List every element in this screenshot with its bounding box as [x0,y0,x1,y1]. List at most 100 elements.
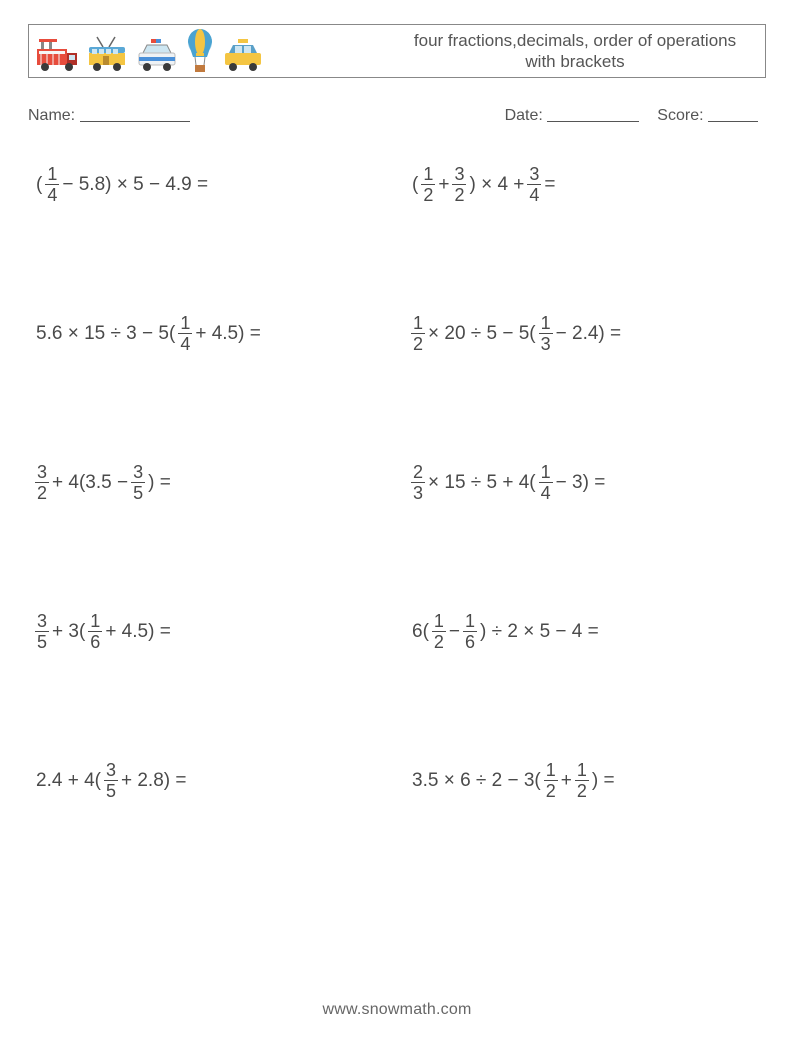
denominator: 4 [539,482,553,502]
expr-text: − [447,621,462,643]
expr-text: ) ÷ 2 × 5 − 4 = [478,621,601,643]
info-row: Name: Date: Score: [28,104,766,125]
header-box: four fractions,decimals, order of operat… [28,24,766,78]
fraction: 14 [178,314,192,353]
expr-text: ) = [590,770,617,792]
denominator: 3 [411,482,425,502]
fraction: 12 [575,761,589,800]
numerator: 1 [575,761,589,780]
denominator: 2 [544,780,558,800]
numerator: 1 [45,165,59,184]
denominator: 2 [452,184,466,204]
expr-text: + [436,174,451,196]
problems-grid: (14 − 5.8) × 5 − 4.9 =(12 + 32) × 4 + 34… [28,165,766,800]
numerator: 1 [421,165,435,184]
numerator: 1 [539,314,553,333]
numerator: 3 [527,165,541,184]
score-underline [708,106,758,122]
numerator: 1 [411,314,425,333]
problem-1: (14 − 5.8) × 5 − 4.9 = [34,165,390,204]
expr-text: × 15 ÷ 5 + 4( [426,472,538,494]
expr-text: 2.4 + 4( [34,770,103,792]
problem-5: 32 + 4(3.5 − 35) = [34,463,390,502]
numerator: 3 [35,463,49,482]
problem-7: 35 + 3(16 + 4.5) = [34,612,390,651]
denominator: 2 [432,631,446,651]
denominator: 2 [421,184,435,204]
name-label: Name: [28,107,75,124]
title-line-2: with brackets [395,51,755,72]
problem-4: 12 × 20 ÷ 5 − 5(13 − 2.4) = [410,314,766,353]
header-icons [35,29,265,73]
fraction: 35 [104,761,118,800]
denominator: 5 [131,482,145,502]
fraction: 32 [452,165,466,204]
problem-10: 3.5 × 6 ÷ 2 − 3(12 + 12) = [410,761,766,800]
expr-text: 5.6 × 15 ÷ 3 − 5( [34,323,177,345]
denominator: 2 [411,333,425,353]
fire-truck-icon [35,33,79,73]
expr-text: = [542,174,557,196]
balloon-icon [185,29,215,73]
numerator: 3 [452,165,466,184]
fraction: 16 [88,612,102,651]
numerator: 1 [88,612,102,631]
date-field: Date: [505,104,640,125]
score-field: Score: [657,104,758,125]
worksheet-title: four fractions,decimals, order of operat… [395,30,755,73]
numerator: 1 [463,612,477,631]
title-line-1: four fractions,decimals, order of operat… [395,30,755,51]
fraction: 12 [544,761,558,800]
police-car-icon [135,33,179,73]
expr-text: ( [410,174,420,196]
problem-2: (12 + 32) × 4 + 34 = [410,165,766,204]
denominator: 2 [35,482,49,502]
expr-text: ) × 4 + [467,174,526,196]
expr-text: + 3( [50,621,87,643]
fraction: 34 [527,165,541,204]
date-underline [547,106,639,122]
denominator: 4 [45,184,59,204]
expr-text: ( [34,174,44,196]
fraction: 16 [463,612,477,651]
fraction: 13 [539,314,553,353]
fraction: 14 [539,463,553,502]
fraction: 35 [35,612,49,651]
taxi-icon [221,33,265,73]
expr-text: + 2.8) = [119,770,189,792]
expr-text: − 3) = [554,472,608,494]
expr-text: + 4(3.5 − [50,472,130,494]
numerator: 2 [411,463,425,482]
numerator: 3 [104,761,118,780]
numerator: 3 [131,463,145,482]
denominator: 5 [104,780,118,800]
expr-text: − 5.8) × 5 − 4.9 = [60,174,210,196]
denominator: 2 [575,780,589,800]
fraction: 14 [45,165,59,204]
expr-text: ) = [146,472,173,494]
numerator: 1 [544,761,558,780]
numerator: 1 [539,463,553,482]
name-underline [80,106,190,122]
numerator: 3 [35,612,49,631]
expr-text: + [559,770,574,792]
denominator: 6 [88,631,102,651]
problem-6: 23 × 15 ÷ 5 + 4(14 − 3) = [410,463,766,502]
fraction: 32 [35,463,49,502]
denominator: 6 [463,631,477,651]
trolley-bus-icon [85,33,129,73]
score-label: Score: [657,107,703,124]
footer-url: www.snowmath.com [0,1001,794,1019]
denominator: 4 [178,333,192,353]
fraction: 35 [131,463,145,502]
problem-9: 2.4 + 4(35 + 2.8) = [34,761,390,800]
expr-text: + 4.5) = [103,621,173,643]
fraction: 12 [411,314,425,353]
fraction: 23 [411,463,425,502]
numerator: 1 [432,612,446,631]
fraction: 12 [421,165,435,204]
fraction: 12 [432,612,446,651]
numerator: 1 [178,314,192,333]
expr-text: × 20 ÷ 5 − 5( [426,323,538,345]
expr-text: + 4.5) = [193,323,263,345]
